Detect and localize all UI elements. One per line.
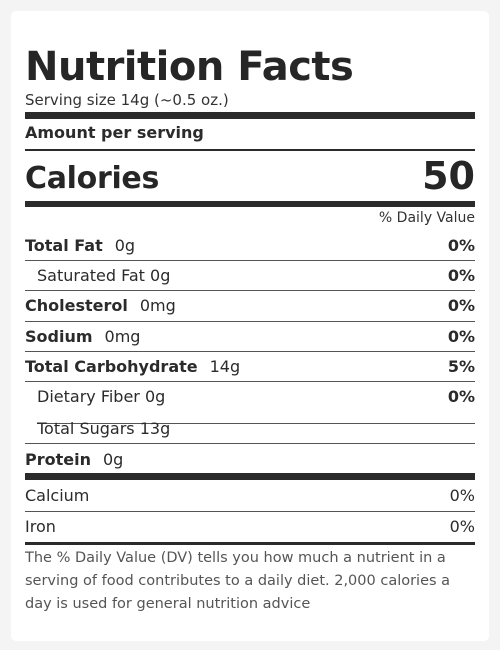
thick-divider (25, 201, 475, 207)
mineral-row-calcium: Calcium 0% (25, 480, 475, 510)
nutrient-row-total-fat: Total Fat 0g 0% (25, 230, 475, 260)
amount-per-serving: Amount per serving (25, 123, 204, 142)
nutrient-name: Protein (25, 449, 91, 469)
nutrient-dv: 0% (447, 295, 475, 315)
mineral-name: Calcium (25, 485, 90, 505)
nutrient-name: Cholesterol (25, 295, 128, 315)
daily-value-header: % Daily Value (378, 210, 475, 226)
nutrient-dv: 0% (447, 326, 475, 346)
nutrient-row-total-carbohydrate: Total Carbohydrate 14g 5% (25, 351, 475, 381)
nutrient-amount: 14g (209, 356, 241, 376)
mineral-row-iron: Iron 0% (25, 511, 475, 541)
row-divider (25, 290, 475, 291)
row-divider (37, 423, 475, 424)
mineral-dv: 0% (449, 485, 475, 505)
calories-value: 50 (422, 154, 475, 198)
nutrient-amount: 0mg (104, 326, 141, 346)
row-divider (25, 321, 475, 322)
nutrient-row-cholesterol: Cholesterol 0mg 0% (25, 290, 475, 320)
mineral-dv: 0% (449, 516, 475, 536)
nutrient-name: Sodium (25, 326, 93, 346)
serving-size: Serving size 14g (~0.5 oz.) (25, 91, 229, 109)
nutrient-name: Saturated Fat 0g (37, 265, 171, 285)
nutrient-row-protein: Protein 0g (25, 444, 475, 474)
nutrient-dv: 0% (447, 386, 475, 406)
nutrient-row-saturated-fat: Saturated Fat 0g 0% (25, 260, 475, 290)
nutrient-name: Total Sugars 13g (37, 418, 171, 438)
row-divider (25, 260, 475, 261)
nutrient-amount: 0mg (139, 295, 176, 315)
calories-label: Calories (25, 161, 160, 196)
nutrient-dv: 5% (447, 356, 475, 376)
nutrient-name: Dietary Fiber 0g (37, 386, 166, 406)
nutrient-name: Total Fat (25, 235, 103, 255)
row-divider (25, 351, 475, 352)
row-divider (25, 511, 475, 512)
medium-divider (25, 542, 475, 545)
nutrient-amount: 0g (114, 235, 136, 255)
nutrient-row-dietary-fiber: Dietary Fiber 0g 0% (25, 381, 475, 411)
thick-divider (25, 473, 475, 480)
label-title: Nutrition Facts (25, 44, 354, 90)
thick-divider (25, 112, 475, 119)
nutrient-amount: 0g (102, 449, 124, 469)
nutrient-dv: 0% (447, 235, 475, 255)
nutrient-dv: 0% (447, 265, 475, 285)
daily-value-footnote: The % Daily Value (DV) tells you how muc… (25, 550, 451, 612)
nutrient-row-sodium: Sodium 0mg 0% (25, 321, 475, 351)
row-divider (25, 443, 475, 444)
thin-divider (25, 149, 475, 151)
nutrition-facts-label: Nutrition Facts Serving size 14g (~0.5 o… (11, 11, 489, 641)
mineral-name: Iron (25, 516, 56, 536)
nutrient-name: Total Carbohydrate (25, 356, 198, 376)
nutrient-row-total-sugars: Total Sugars 13g (25, 413, 475, 443)
row-divider (25, 381, 475, 382)
